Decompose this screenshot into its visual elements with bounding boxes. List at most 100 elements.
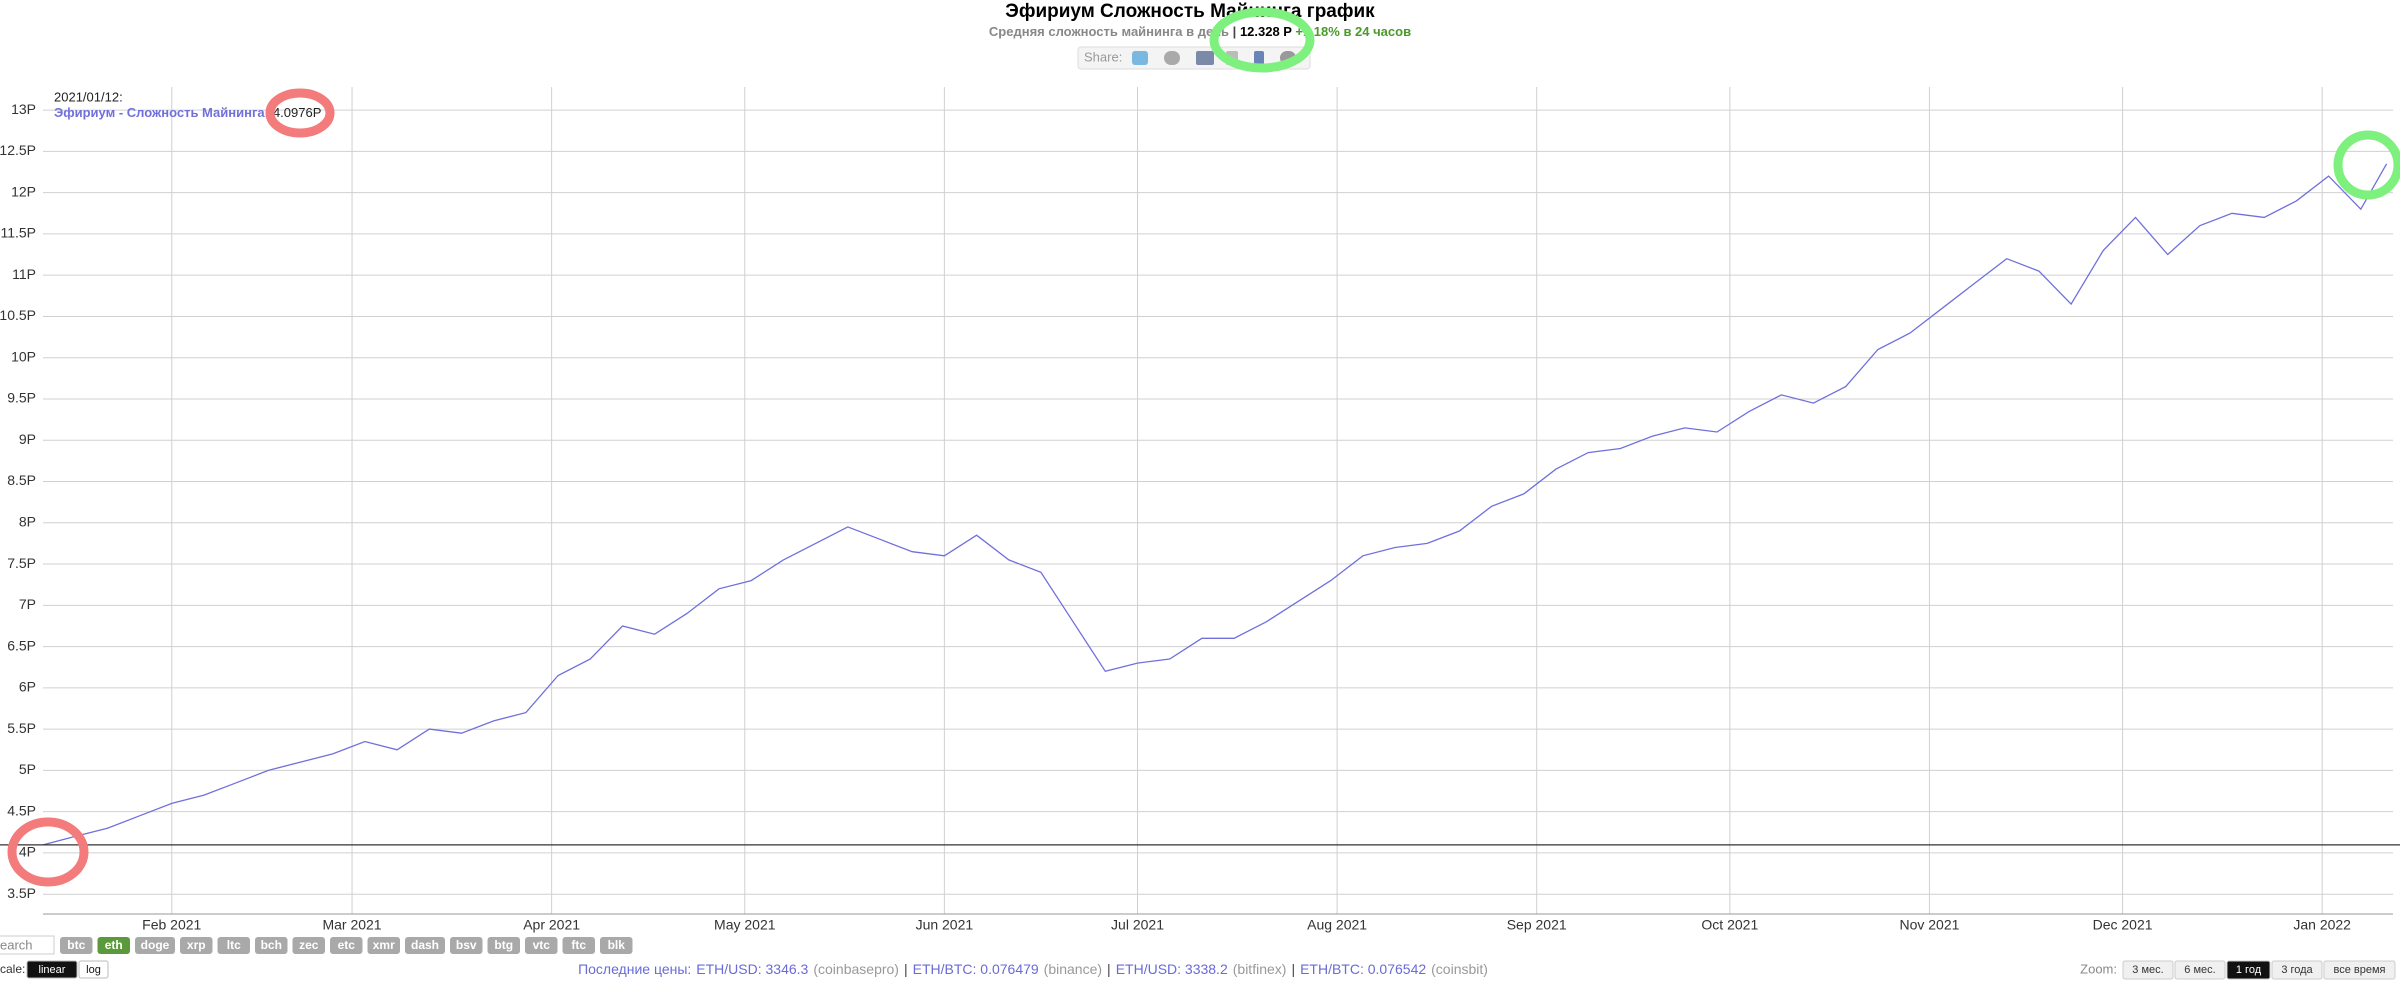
y-tick-label: 11P xyxy=(12,266,36,282)
price-source: (coinbasepro) xyxy=(813,961,899,977)
coin-tab[interactable] xyxy=(487,937,521,954)
y-tick-label: 5P xyxy=(19,761,36,777)
data-line xyxy=(42,163,2388,846)
tooltip-label: Эфириум - Сложность Майнинга: xyxy=(54,105,269,120)
y-tick-label: 10P xyxy=(11,348,36,364)
scale-button[interactable] xyxy=(78,960,109,979)
tooltip-value: 4.0976P xyxy=(273,105,321,120)
separator: | xyxy=(1233,24,1237,39)
coin-tab-label[interactable]: bch xyxy=(261,938,282,952)
coin-tab[interactable] xyxy=(292,937,326,954)
search-box[interactable] xyxy=(0,935,55,955)
zoom-button[interactable] xyxy=(2226,960,2271,980)
separator: | xyxy=(904,961,908,977)
coin-tab-label[interactable]: etc xyxy=(338,938,356,952)
coin-tab-label[interactable]: doge xyxy=(141,938,170,952)
prices-label: Последние цены: xyxy=(578,961,691,977)
coin-tab-label[interactable]: btc xyxy=(67,938,85,952)
tooltip-line: Эфириум - Сложность Майнинга: 4.0976P xyxy=(54,105,321,120)
y-tick-label: 7.5P xyxy=(7,555,36,571)
y-tick-label: 13P xyxy=(11,101,36,117)
x-tick-label: Jan 2022 xyxy=(2293,917,2351,933)
x-tick-label: Dec 2021 xyxy=(2093,917,2153,933)
scale-button-label[interactable]: linear xyxy=(39,964,66,976)
price-pair: ETH/BTC: 0.076542 xyxy=(1300,961,1426,977)
footer: earch btc eth doge xrp ltc bch zec etc xmr dash bsv… xyxy=(0,935,2396,980)
coin-tab[interactable] xyxy=(367,937,401,954)
subtitle-text: Средняя сложность майнинга в день xyxy=(989,24,1229,39)
zoom-button-label[interactable]: 6 мес. xyxy=(2184,964,2215,976)
y-tick-label: 9.5P xyxy=(7,390,36,406)
vk-icon[interactable] xyxy=(1196,51,1214,65)
zoom-button[interactable] xyxy=(2122,960,2174,980)
coin-tab[interactable] xyxy=(562,937,596,954)
x-tick-label: Oct 2021 xyxy=(1701,917,1758,933)
y-tick-label: 12P xyxy=(11,183,36,199)
y-tick-label: 4P xyxy=(19,844,36,860)
price-source: (bitfinex) xyxy=(1233,961,1287,977)
x-tick-label: Feb 2021 xyxy=(142,917,201,933)
plot-area xyxy=(43,87,2393,914)
coin-tab-label[interactable]: xrp xyxy=(187,938,206,952)
zoom-button[interactable] xyxy=(2271,960,2323,980)
scale-label: cale: xyxy=(0,962,25,976)
change: +1.18% в 24 часов xyxy=(1295,24,1411,39)
coin-tab[interactable] xyxy=(60,937,93,954)
coin-tab-label[interactable]: vtc xyxy=(533,938,551,952)
latest-prices: Последние цены: ETH/USD: 3346.3 (coinbasep… xyxy=(578,961,1488,977)
x-tick-label: Mar 2021 xyxy=(322,917,381,933)
coin-tab-label[interactable]: btg xyxy=(494,938,513,952)
current-value: 12.328 P xyxy=(1240,24,1292,39)
coin-tab-label[interactable]: bsv xyxy=(456,938,477,952)
coin-tab-label[interactable]: zec xyxy=(299,938,319,952)
highlight-circle xyxy=(1209,7,1315,73)
y-tick-label: 7P xyxy=(19,596,36,612)
coin-tab[interactable] xyxy=(405,937,445,954)
coin-tab-label[interactable]: dash xyxy=(411,938,439,952)
coin-tab-label[interactable]: eth xyxy=(105,938,123,952)
zoom-button[interactable] xyxy=(2323,960,2396,980)
y-tick-label: 11.5P xyxy=(0,225,36,241)
y-tick-label: 5.5P xyxy=(7,720,36,736)
scale-button[interactable] xyxy=(26,960,78,979)
coin-tab[interactable] xyxy=(450,937,483,954)
y-tick-label: 9P xyxy=(19,431,36,447)
y-tick-label: 10.5P xyxy=(0,307,36,323)
coin-tab[interactable] xyxy=(180,937,213,954)
tooltip-date: 2021/01/12: xyxy=(54,89,123,104)
coin-tab[interactable] xyxy=(255,937,288,954)
highlight-circle xyxy=(265,88,335,138)
coin-tab-label[interactable]: blk xyxy=(608,938,626,952)
x-tick-label: Sep 2021 xyxy=(1507,917,1567,933)
coin-tab[interactable] xyxy=(330,937,363,954)
price-source: (coinsbit) xyxy=(1431,961,1488,977)
coin-tab-label[interactable]: ltc xyxy=(227,938,241,952)
y-tick-label: 8.5P xyxy=(7,472,36,488)
zoom-button-label[interactable]: все время xyxy=(2334,964,2386,976)
y-tick-label: 8P xyxy=(19,513,36,529)
twitter-icon[interactable] xyxy=(1132,51,1148,65)
coin-tab[interactable] xyxy=(525,937,558,954)
facebook-icon[interactable] xyxy=(1254,51,1264,65)
price-pair: ETH/USD: 3338.2 xyxy=(1116,961,1228,977)
zoom-button-label[interactable]: 3 мес. xyxy=(2132,964,2163,976)
scale-button-label[interactable]: log xyxy=(86,964,101,976)
coin-tab[interactable] xyxy=(217,937,251,954)
zoom-button-label[interactable]: 3 года xyxy=(2281,964,2313,976)
coin-tab[interactable] xyxy=(97,937,131,954)
coin-tab-label[interactable]: ftc xyxy=(571,938,586,952)
search-input[interactable]: earch xyxy=(0,937,33,952)
highlight-circle xyxy=(2333,130,2400,200)
x-tick-label: May 2021 xyxy=(714,917,776,933)
separator: | xyxy=(1107,961,1111,977)
price-source: (binance) xyxy=(1044,961,1102,977)
highlight-circle xyxy=(7,817,89,887)
y-tick-label: 6.5P xyxy=(7,637,36,653)
reddit-icon[interactable] xyxy=(1164,51,1180,65)
coin-tab-label[interactable]: xmr xyxy=(373,938,395,952)
coin-tab[interactable] xyxy=(135,937,175,954)
zoom-button[interactable] xyxy=(2174,960,2226,980)
zoom-button-label[interactable]: 1 год xyxy=(2236,964,2262,976)
coin-tab[interactable] xyxy=(600,937,633,954)
